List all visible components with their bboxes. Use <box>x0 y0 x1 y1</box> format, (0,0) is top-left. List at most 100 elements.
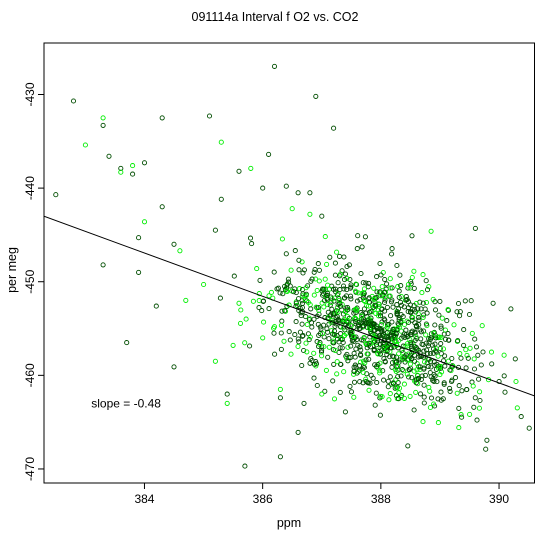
data-point <box>468 298 474 304</box>
x-tick-label: 384 <box>134 492 154 506</box>
data-point <box>384 348 390 354</box>
data-point <box>141 219 148 225</box>
data-point <box>457 351 463 357</box>
regression-line <box>44 215 535 397</box>
data-point <box>421 366 427 372</box>
data-point <box>353 281 359 287</box>
data-point <box>437 364 443 370</box>
data-point <box>327 254 333 260</box>
data-point <box>384 321 391 328</box>
data-point <box>411 268 417 274</box>
data-point <box>377 412 383 418</box>
data-point <box>449 378 455 385</box>
data-point <box>423 278 429 284</box>
data-point <box>363 310 369 316</box>
data-point <box>479 323 485 329</box>
data-point <box>242 340 248 346</box>
data-point <box>260 298 266 304</box>
data-point <box>409 306 415 312</box>
data-point <box>299 300 306 306</box>
data-point <box>407 337 413 343</box>
data-point <box>296 257 302 263</box>
data-point <box>501 352 507 358</box>
data-point <box>183 297 189 303</box>
data-point <box>395 325 401 331</box>
data-point <box>387 276 393 282</box>
data-point <box>315 261 321 267</box>
data-point <box>423 321 429 327</box>
data-point <box>324 290 331 296</box>
data-point <box>405 281 411 288</box>
data-point <box>367 334 373 340</box>
data-point <box>405 319 411 326</box>
data-point <box>171 364 177 370</box>
data-point <box>335 280 341 286</box>
data-point <box>420 300 426 306</box>
data-point <box>424 287 431 293</box>
data-point <box>490 300 496 306</box>
data-point <box>405 285 411 291</box>
data-point <box>471 366 478 372</box>
data-point <box>463 347 469 353</box>
data-point <box>483 446 489 452</box>
data-point <box>248 165 254 171</box>
data-point <box>389 285 395 291</box>
data-point <box>324 261 330 267</box>
data-point <box>489 361 495 367</box>
data-point <box>398 373 404 379</box>
data-point <box>311 269 317 275</box>
data-point <box>427 351 434 357</box>
data-point <box>295 190 301 196</box>
data-point <box>319 353 325 359</box>
data-point <box>440 396 446 402</box>
data-point <box>286 279 292 285</box>
data-point <box>295 429 301 435</box>
data-point <box>320 286 326 292</box>
data-point <box>327 302 333 308</box>
data-point <box>318 326 324 332</box>
data-point <box>342 409 348 415</box>
data-point <box>141 160 148 166</box>
data-point <box>340 283 347 289</box>
data-point <box>420 419 426 425</box>
data-point <box>399 355 406 361</box>
data-point <box>381 334 387 340</box>
data-point <box>271 63 278 69</box>
data-point <box>459 414 465 420</box>
data-point <box>300 333 306 339</box>
data-point <box>331 328 338 334</box>
data-point <box>363 357 369 363</box>
data-point <box>416 315 422 321</box>
data-point <box>397 272 403 278</box>
data-point <box>417 327 423 333</box>
data-point <box>382 359 388 365</box>
data-point <box>417 391 424 397</box>
data-point <box>335 316 341 322</box>
data-point <box>432 341 438 347</box>
data-point <box>354 305 360 311</box>
data-point <box>344 287 350 293</box>
y-tick-label: -440 <box>23 176 37 200</box>
data-point <box>407 393 413 399</box>
data-point <box>477 397 483 404</box>
data-point <box>334 249 340 255</box>
data-point <box>308 356 314 362</box>
data-point <box>426 336 432 342</box>
data-point <box>346 355 352 361</box>
data-point <box>297 329 303 335</box>
data-point <box>401 331 407 337</box>
data-point <box>384 325 390 331</box>
data-point <box>496 378 502 385</box>
data-point <box>291 289 297 295</box>
data-point <box>326 336 332 342</box>
data-point <box>320 292 326 298</box>
data-point <box>426 284 432 290</box>
data-point <box>418 306 424 312</box>
data-point <box>316 278 322 284</box>
data-point <box>307 211 313 217</box>
data-point <box>352 288 359 294</box>
data-point <box>312 266 318 273</box>
data-point <box>428 364 434 370</box>
x-axis: 384 386 388 390 <box>134 483 509 506</box>
data-point <box>159 115 165 121</box>
